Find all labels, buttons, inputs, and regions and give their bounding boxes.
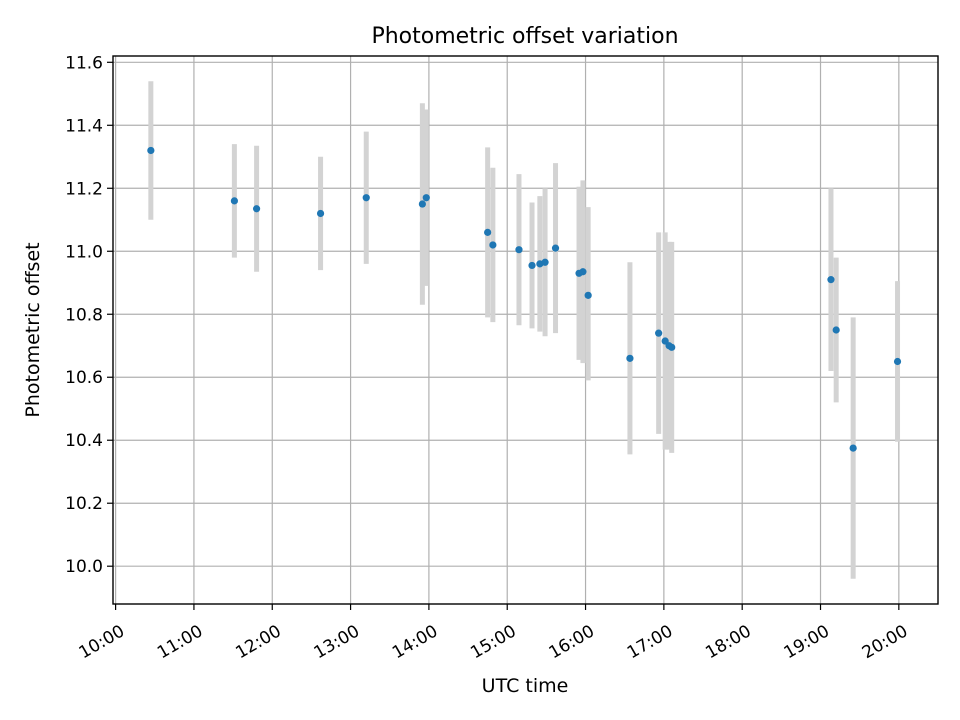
data-point [832, 326, 840, 334]
data-point [252, 205, 261, 213]
y-tick-label: 10.2 [65, 494, 103, 514]
data-point [579, 268, 587, 276]
data-point [418, 200, 426, 208]
data-point [849, 444, 857, 452]
y-tick-label: 10.0 [65, 557, 103, 577]
data-point [893, 357, 902, 366]
y-tick-label: 10.8 [65, 305, 103, 325]
data-points [147, 146, 902, 452]
y-tick-label: 11.2 [65, 179, 103, 199]
data-point [584, 291, 592, 299]
data-point [541, 258, 549, 266]
data-point [422, 194, 430, 202]
y-axis-label: Photometric offset [22, 242, 44, 417]
y-tick-label: 11.6 [65, 53, 103, 73]
x-axis-label: UTC time [482, 675, 569, 697]
chart-title: Photometric offset variation [371, 24, 678, 49]
data-point [551, 244, 560, 252]
data-point [661, 337, 669, 345]
data-point [230, 197, 239, 205]
axis-ticks [107, 61, 900, 610]
y-tick-label: 10.6 [65, 368, 103, 388]
data-point [515, 246, 523, 254]
y-tick-labels: 10.0 10.2 10.4 10.6 10.8 11.0 11.2 11.4 11.6 [65, 53, 103, 577]
y-tick-label: 11.0 [65, 242, 103, 262]
data-point [626, 354, 634, 362]
data-point [316, 209, 325, 218]
data-point [827, 276, 835, 284]
data-point [528, 261, 536, 270]
data-point [655, 329, 663, 337]
data-point [484, 228, 492, 236]
y-tick-label: 10.4 [65, 431, 103, 451]
y-tick-label: 11.4 [65, 116, 103, 136]
plot-frame [112, 55, 939, 605]
grid [113, 56, 938, 604]
data-point [668, 343, 676, 351]
data-point [489, 241, 497, 249]
data-point [362, 194, 370, 202]
data-point [147, 146, 155, 155]
